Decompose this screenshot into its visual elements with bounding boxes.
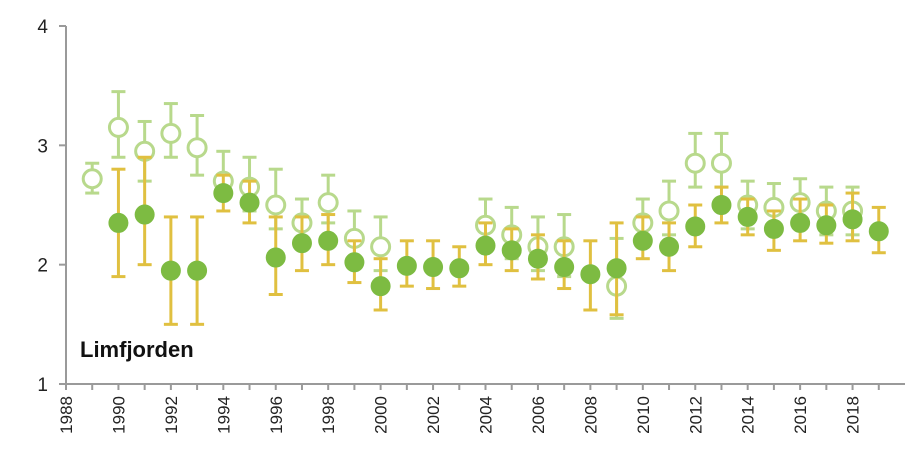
y-tick-label: 1 — [37, 375, 48, 396]
x-axis: 1988 1990 1992 1994 1996 1998 2000 2002 2004 2006… — [57, 383, 905, 434]
data-point-filled — [580, 264, 601, 285]
series-filled-markers — [108, 155, 889, 326]
data-point-filled — [318, 230, 339, 251]
data-point-filled — [527, 248, 548, 269]
x-tick-label: 1998 — [319, 396, 338, 434]
data-point-filled — [291, 233, 312, 254]
data-point-filled — [711, 195, 732, 215]
x-tick-label: 2002 — [424, 396, 443, 434]
x-tick-label: 2008 — [581, 396, 600, 434]
data-point-filled — [423, 257, 444, 278]
data-point-open — [370, 236, 392, 258]
data-point-filled — [763, 218, 784, 239]
x-tick-label: 2004 — [477, 396, 496, 434]
data-point-filled — [239, 192, 260, 213]
data-point-filled — [344, 252, 365, 273]
data-point-open — [81, 168, 103, 190]
data-point-filled — [501, 240, 522, 261]
data-point-filled — [554, 257, 575, 278]
data-point-open — [684, 152, 706, 174]
y-tick-label: 2 — [37, 256, 48, 277]
y-axis: 1 2 3 4 — [37, 17, 67, 396]
y-tick-label: 3 — [37, 136, 48, 157]
x-tick-label: 1994 — [214, 396, 233, 434]
x-tick-label: 1992 — [162, 396, 181, 434]
data-point-filled — [213, 183, 234, 204]
data-point-filled — [606, 258, 627, 279]
x-tick-label: 2018 — [844, 396, 863, 434]
data-point-open — [186, 137, 208, 159]
x-tick-label: 2012 — [686, 396, 705, 434]
data-point-filled — [265, 247, 286, 268]
y-tick-label: 4 — [37, 17, 48, 38]
x-tick-label: 2006 — [529, 396, 548, 434]
data-point-filled — [108, 212, 129, 233]
data-point-filled — [685, 216, 706, 237]
panel-label: Limfjorden — [80, 337, 194, 362]
data-point-open — [710, 152, 732, 174]
data-point-filled — [868, 221, 889, 242]
data-point-filled — [659, 236, 680, 257]
data-point-open — [317, 192, 339, 214]
data-point-filled — [816, 215, 837, 236]
data-point-filled — [632, 230, 653, 251]
x-tick-label: 1988 — [57, 396, 76, 434]
x-tick-label: 2016 — [791, 396, 810, 434]
x-tick-label: 1996 — [267, 396, 286, 434]
data-point-open — [265, 194, 287, 216]
data-point-filled — [475, 235, 496, 256]
data-point-filled — [737, 206, 758, 227]
x-tick-label: 2014 — [739, 396, 758, 434]
data-point-open — [160, 122, 182, 144]
data-point-filled — [370, 276, 391, 297]
data-point-filled — [790, 212, 811, 233]
x-tick-label: 2000 — [372, 396, 391, 434]
data-point-filled — [160, 260, 181, 281]
x-tick-label: 1990 — [109, 396, 128, 434]
data-point-filled — [187, 260, 208, 281]
series-open-markers — [81, 90, 864, 320]
x-tick-label: 2010 — [634, 396, 653, 434]
data-point-filled — [396, 255, 417, 276]
data-point-filled — [134, 204, 155, 225]
data-point-open — [107, 116, 129, 138]
data-point-filled — [842, 209, 863, 230]
data-point-open — [658, 200, 680, 222]
data-point-filled — [449, 258, 470, 279]
